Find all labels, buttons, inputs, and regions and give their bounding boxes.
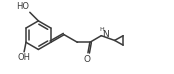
Text: OH: OH (18, 53, 31, 62)
Text: HO: HO (16, 2, 29, 11)
Text: O: O (84, 55, 90, 64)
Text: H: H (100, 27, 105, 32)
Text: N: N (102, 30, 109, 39)
